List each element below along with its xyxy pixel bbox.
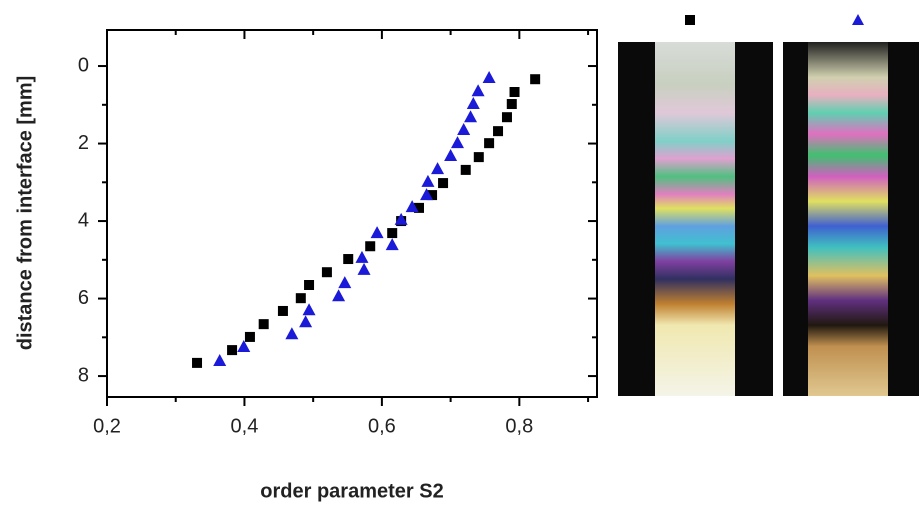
point: [509, 87, 520, 98]
point: [304, 280, 315, 291]
point: [501, 112, 512, 123]
point: [405, 200, 419, 213]
point: [385, 238, 399, 251]
y-tick-label: 6: [78, 287, 89, 309]
x-tick-label: 0,6: [368, 415, 396, 437]
point: [285, 327, 299, 340]
point: [227, 345, 238, 356]
point: [258, 319, 269, 330]
tube-1: [655, 42, 735, 396]
point: [302, 303, 316, 316]
x-tick-label: 0,8: [505, 415, 533, 437]
legend-triangle: [852, 14, 864, 25]
point: [343, 254, 354, 265]
point: [464, 110, 478, 123]
point: [471, 84, 485, 97]
y-axis-title: distance from interface [mm]: [14, 76, 36, 351]
point: [213, 353, 227, 366]
y-tick-label: 4: [78, 209, 89, 231]
point: [338, 276, 352, 289]
legend-square: [685, 15, 695, 25]
x-axis-title: order parameter S2: [260, 480, 443, 502]
point: [299, 315, 313, 328]
point: [457, 122, 471, 135]
point: [321, 267, 332, 278]
point: [295, 293, 306, 304]
point: [394, 212, 408, 225]
point: [192, 357, 203, 368]
point: [421, 174, 435, 187]
y-tick-label: 2: [78, 132, 89, 154]
y-tick-label: 0: [78, 54, 89, 76]
point: [466, 97, 480, 110]
plot-frame: [106, 29, 598, 398]
point: [427, 190, 438, 201]
point: [431, 162, 445, 175]
y-tick-label: 8: [78, 364, 89, 386]
x-tick-label: 0,4: [231, 415, 259, 437]
point: [460, 164, 471, 175]
point: [414, 202, 425, 213]
point: [420, 188, 434, 201]
point: [493, 126, 504, 137]
tube-2: [808, 42, 888, 396]
point: [237, 340, 251, 353]
point: [450, 136, 464, 149]
point: [357, 262, 371, 275]
point: [355, 250, 369, 263]
point: [473, 152, 484, 163]
point: [438, 178, 449, 189]
point: [332, 289, 346, 302]
point: [244, 331, 255, 342]
point: [277, 305, 288, 316]
point: [387, 228, 398, 239]
x-tick-label: 0,2: [93, 415, 121, 437]
point: [482, 71, 496, 84]
point: [530, 74, 541, 85]
point: [506, 99, 517, 110]
point: [370, 226, 384, 239]
point: [444, 148, 458, 161]
point: [484, 138, 495, 149]
point: [365, 241, 376, 252]
